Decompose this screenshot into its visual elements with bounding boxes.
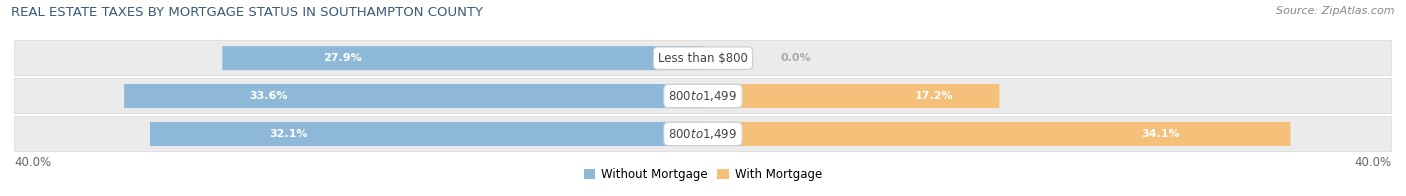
Text: 17.2%: 17.2% [915,91,953,101]
Text: REAL ESTATE TAXES BY MORTGAGE STATUS IN SOUTHAMPTON COUNTY: REAL ESTATE TAXES BY MORTGAGE STATUS IN … [11,6,484,19]
FancyBboxPatch shape [14,41,1392,76]
Text: 34.1%: 34.1% [1142,129,1181,139]
FancyBboxPatch shape [124,84,703,108]
Text: $800 to $1,499: $800 to $1,499 [668,127,738,141]
FancyBboxPatch shape [150,122,703,146]
FancyBboxPatch shape [14,116,1392,152]
FancyBboxPatch shape [703,122,1291,146]
FancyBboxPatch shape [703,84,1000,108]
Text: 0.0%: 0.0% [780,53,811,63]
Legend: Without Mortgage, With Mortgage: Without Mortgage, With Mortgage [583,168,823,181]
Text: Less than $800: Less than $800 [658,52,748,65]
Text: 27.9%: 27.9% [323,53,361,63]
FancyBboxPatch shape [222,46,703,70]
Text: 40.0%: 40.0% [1355,156,1392,169]
Text: Source: ZipAtlas.com: Source: ZipAtlas.com [1277,6,1395,16]
Text: 33.6%: 33.6% [250,91,288,101]
FancyBboxPatch shape [14,78,1392,114]
Text: $800 to $1,499: $800 to $1,499 [668,89,738,103]
Text: 32.1%: 32.1% [269,129,308,139]
Text: 40.0%: 40.0% [14,156,51,169]
